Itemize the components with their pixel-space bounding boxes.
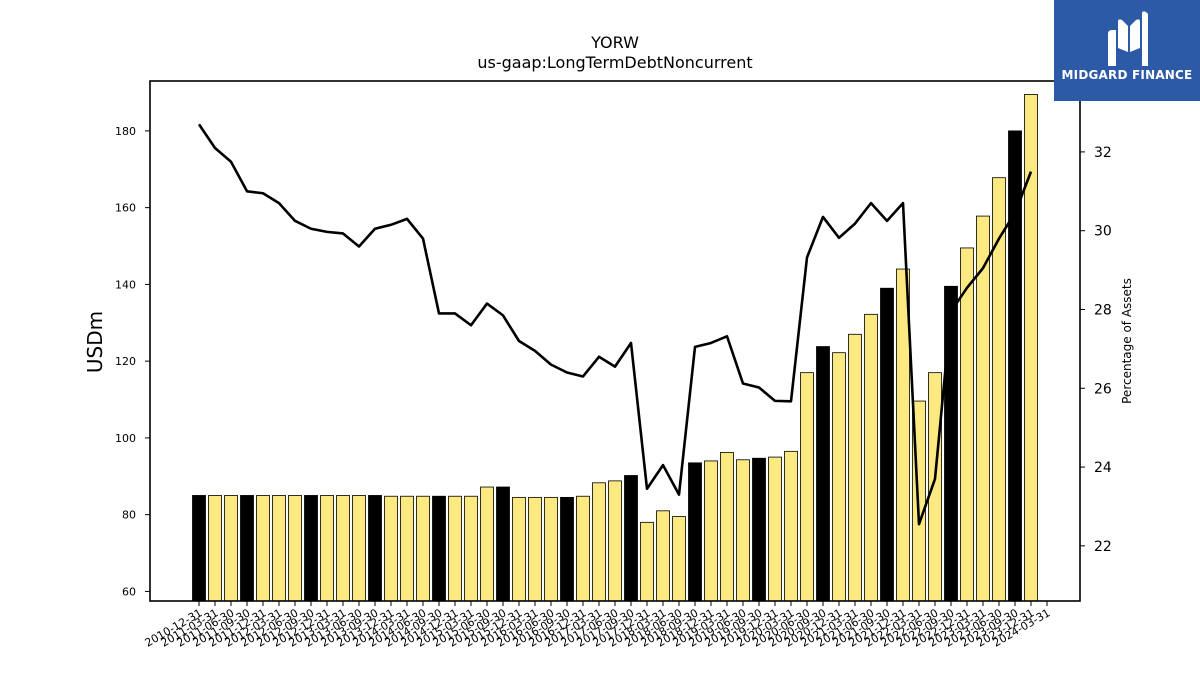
brand-logo: MIDGARD FINANCE bbox=[1054, 0, 1200, 101]
bar-2018-03-31 bbox=[656, 510, 670, 602]
bar-2020-06-30 bbox=[800, 372, 814, 602]
y-tick-label: 140 bbox=[115, 278, 136, 291]
chart-title: YORW bbox=[590, 33, 639, 52]
bar-2013-09-30 bbox=[368, 495, 382, 602]
bar-2022-09-30 bbox=[944, 285, 958, 602]
y-axis-label: USDm bbox=[83, 311, 107, 373]
bar-2011-09-30 bbox=[240, 495, 254, 602]
y2-tick-label: 30 bbox=[1094, 224, 1112, 240]
bar-2011-12-31 bbox=[256, 495, 270, 602]
bar-2015-12-31 bbox=[512, 496, 526, 602]
bar-2016-09-30 bbox=[560, 496, 574, 602]
bar-2014-12-31 bbox=[448, 495, 462, 602]
bar-2012-06-30 bbox=[288, 495, 302, 602]
bar-2017-12-31 bbox=[640, 521, 654, 602]
bar-2013-12-31 bbox=[384, 495, 398, 602]
bar-2021-09-30 bbox=[880, 287, 894, 602]
line-series-percentage-of-assets bbox=[197, 123, 1033, 526]
bar-2014-06-30 bbox=[416, 495, 430, 602]
bar-2011-03-31 bbox=[208, 495, 222, 602]
bar-2013-03-31 bbox=[336, 495, 350, 602]
bar-2015-03-31 bbox=[464, 495, 478, 602]
bar-2012-12-31 bbox=[320, 495, 334, 602]
logo-text: MIDGARD FINANCE bbox=[1061, 68, 1193, 82]
bar-2019-09-30 bbox=[752, 457, 766, 602]
y-tick-label: 100 bbox=[115, 432, 136, 445]
y-tick-label: 180 bbox=[115, 125, 136, 138]
bar-2016-12-31 bbox=[576, 495, 590, 602]
y2-tick-label: 32 bbox=[1094, 145, 1112, 161]
bar-2018-12-31 bbox=[704, 460, 718, 602]
y2-axis-label: Percentage of Assets bbox=[1120, 278, 1134, 404]
y2-tick-label: 28 bbox=[1094, 302, 1112, 318]
line-layer bbox=[197, 123, 1033, 526]
bar-2013-06-30 bbox=[352, 495, 366, 602]
midgard-logo-icon bbox=[1108, 11, 1148, 67]
bar-2012-03-31 bbox=[272, 495, 286, 602]
bar-2019-03-31 bbox=[720, 452, 734, 602]
bar-2018-06-30 bbox=[672, 516, 686, 602]
bar-2012-09-30 bbox=[304, 495, 318, 602]
bar-2021-03-31 bbox=[848, 333, 862, 602]
bar-2014-09-30 bbox=[432, 495, 446, 602]
bar-2017-06-30 bbox=[608, 480, 622, 602]
bar-2023-12-31 bbox=[1024, 94, 1038, 602]
bar-2016-03-31 bbox=[528, 496, 542, 602]
chart-subtitle: us-gaap:LongTermDebtNoncurrent bbox=[477, 53, 752, 72]
bar-2022-12-31 bbox=[960, 247, 974, 602]
y2-tick-label: 22 bbox=[1094, 539, 1112, 555]
y-tick-label: 160 bbox=[115, 202, 136, 215]
bar-2020-03-31 bbox=[784, 450, 798, 602]
bar-2014-03-31 bbox=[400, 495, 414, 602]
bar-2019-06-30 bbox=[736, 459, 750, 602]
bar-2017-09-30 bbox=[624, 475, 638, 602]
bar-2020-09-30 bbox=[816, 346, 830, 602]
y2-tick-label: 24 bbox=[1094, 460, 1112, 476]
bar-2022-06-30 bbox=[928, 372, 942, 602]
bar-2015-06-30 bbox=[480, 486, 494, 602]
bar-2015-09-30 bbox=[496, 486, 510, 602]
bar-2016-06-30 bbox=[544, 496, 558, 602]
y-tick-label: 120 bbox=[115, 355, 136, 368]
bar-2018-09-30 bbox=[688, 462, 702, 602]
bar-2017-03-31 bbox=[592, 482, 606, 602]
bar-2019-12-31 bbox=[768, 456, 782, 602]
bar-2020-12-31 bbox=[832, 352, 846, 602]
y2-tick-label: 26 bbox=[1094, 381, 1112, 397]
y-tick-label: 60 bbox=[122, 585, 136, 598]
bar-2010-12-31 bbox=[192, 495, 206, 602]
bar-2011-06-30 bbox=[224, 495, 238, 602]
bar-2021-06-30 bbox=[864, 313, 878, 602]
y-tick-label: 80 bbox=[122, 509, 136, 522]
